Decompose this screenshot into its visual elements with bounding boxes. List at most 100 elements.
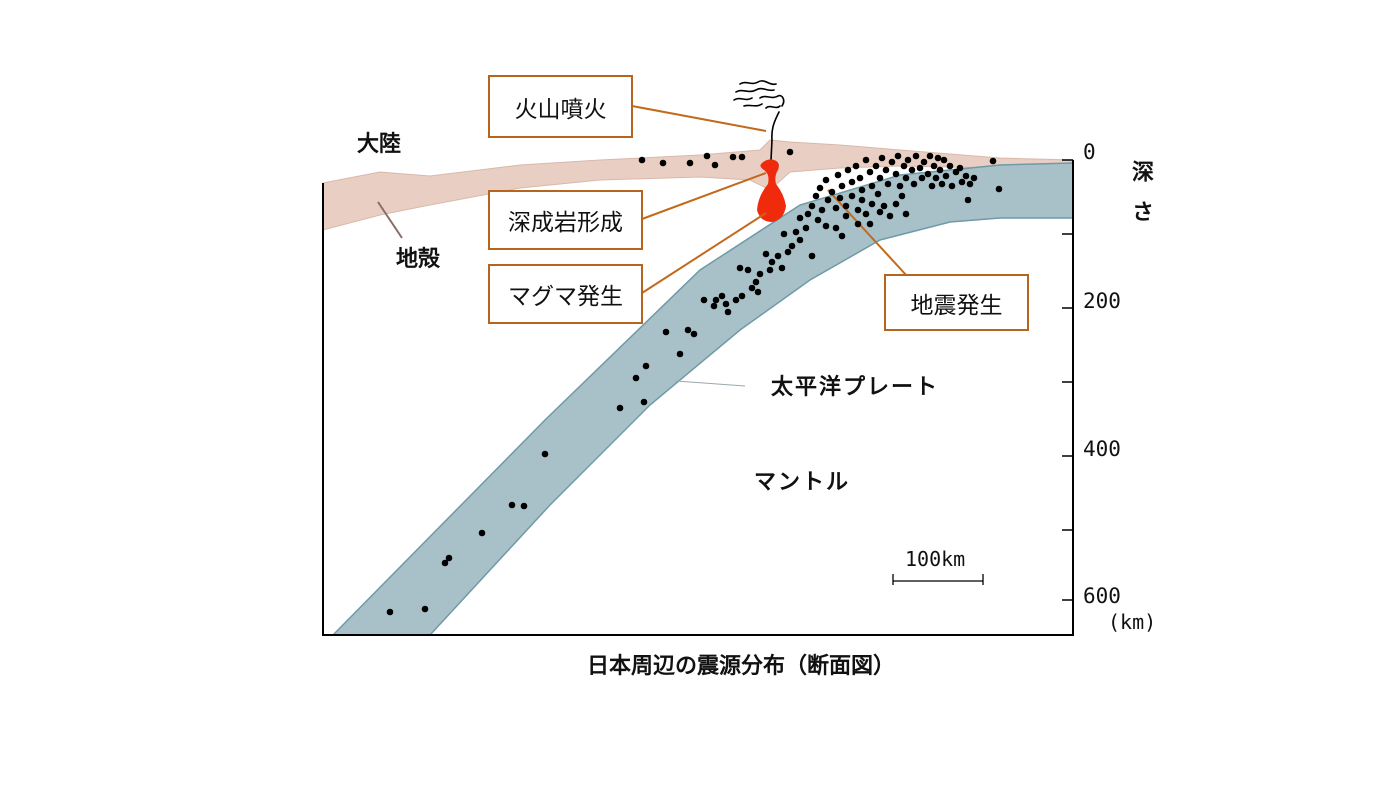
hypocenter-dot	[780, 230, 788, 238]
leader-magma	[641, 212, 767, 294]
hypocenter-dot	[952, 168, 960, 176]
hypocenter-dot	[662, 328, 670, 336]
leader-earthquake	[827, 189, 908, 277]
hypocenter-dot	[844, 166, 852, 174]
tick-label-0: 0	[1083, 140, 1096, 164]
hypocenter-dot	[766, 266, 774, 274]
hypocenter-dot	[848, 192, 856, 200]
diagram-title: 日本周辺の震源分布（断面図）	[587, 654, 896, 679]
hypocenter-dot	[876, 208, 884, 216]
crust-pointer	[377, 201, 403, 239]
hypocenter-dot	[822, 222, 830, 230]
hypocenter-dot	[842, 212, 850, 220]
hypocenter-dot	[934, 154, 942, 162]
hypocenter-dot	[910, 180, 918, 188]
hypocenter-dot	[832, 204, 840, 212]
hypocenter-dot	[818, 206, 826, 214]
earthquake-hypocenters	[386, 148, 1003, 616]
hypocenter-dot	[386, 608, 394, 616]
hypocenter-dot	[874, 190, 882, 198]
hypocenter-dot	[916, 164, 924, 172]
hypocenter-dot	[886, 212, 894, 220]
hypocenter-dot	[862, 210, 870, 218]
callout-magma: マグマ発生	[488, 264, 643, 324]
hypocenter-dot	[616, 404, 624, 412]
hypocenter-dot	[508, 501, 516, 509]
hypocenter-dot	[912, 152, 920, 160]
plate-label: 太平洋プレート	[771, 375, 940, 400]
scale-bar-label: 100km	[905, 547, 966, 571]
hypocenter-dot	[690, 330, 698, 338]
hypocenter-dot	[784, 248, 792, 256]
hypocenter-dot	[703, 152, 711, 160]
hypocenter-dot	[828, 188, 836, 196]
hypocenter-dot	[936, 166, 944, 174]
hypocenter-dot	[956, 164, 964, 172]
hypocenter-dot	[854, 220, 862, 228]
hypocenter-dot	[816, 184, 824, 192]
hypocenter-dot	[632, 374, 640, 382]
hypocenter-dot	[892, 200, 900, 208]
depth-unit-label: (km)	[1108, 610, 1157, 634]
mantle-label: マントル	[754, 470, 851, 495]
hypocenter-dot	[938, 180, 946, 188]
hypocenter-dot	[930, 162, 938, 170]
hypocenter-dot	[862, 156, 870, 164]
hypocenter-dot	[962, 172, 970, 180]
hypocenter-dot	[880, 202, 888, 210]
hypocenter-dot	[541, 450, 549, 458]
hypocenter-dot	[640, 398, 648, 406]
hypocenter-dot	[868, 200, 876, 208]
hypocenter-dot	[732, 296, 740, 304]
hypocenter-dot	[520, 502, 528, 510]
hypocenter-dot	[724, 308, 732, 316]
hypocenter-dot	[710, 302, 718, 310]
hypocenter-dot	[878, 154, 886, 162]
hypocenter-dot	[804, 210, 812, 218]
hypocenter-dot	[686, 159, 694, 167]
hypocenter-dot	[744, 266, 752, 274]
hypocenter-dot	[445, 554, 453, 562]
hypocenter-dot	[926, 152, 934, 160]
depth-axis-ticks	[1062, 159, 1073, 601]
tick-label-600: 600	[1083, 584, 1121, 608]
hypocenter-dot	[838, 182, 846, 190]
hypocenter-dot	[882, 166, 890, 174]
hypocenter-dot	[898, 192, 906, 200]
hypocenter-dot	[824, 196, 832, 204]
hypocenter-dot	[856, 174, 864, 182]
hypocenter-dot	[796, 214, 804, 222]
hypocenter-dot	[808, 202, 816, 210]
hypocenter-dot	[942, 172, 950, 180]
callout-earthquake: 地震発生	[884, 274, 1029, 331]
hypocenter-dot	[946, 162, 954, 170]
smoke-plume-icon	[733, 80, 785, 141]
hypocenter-dot	[964, 196, 972, 204]
magma-body	[757, 159, 786, 222]
hypocenter-dot	[738, 292, 746, 300]
hypocenter-dot	[902, 174, 910, 182]
hypocenter-dot	[478, 529, 486, 537]
hypocenter-dot	[932, 174, 940, 182]
hypocenter-dot	[834, 171, 842, 179]
hypocenter-dot	[774, 252, 782, 260]
hypocenter-dot	[900, 162, 908, 170]
hypocenter-dot	[858, 186, 866, 194]
hypocenter-dot	[902, 210, 910, 218]
hypocenter-dot	[894, 152, 902, 160]
hypocenter-dot	[441, 559, 449, 567]
hypocenter-dot	[970, 174, 978, 182]
hypocenter-dot	[842, 202, 850, 210]
hypocenter-dot	[866, 168, 874, 176]
hypocenter-dot	[876, 174, 884, 182]
hypocenter-dot	[642, 362, 650, 370]
hypocenter-dot	[852, 162, 860, 170]
hypocenter-dot	[822, 176, 830, 184]
hypocenter-dot	[796, 236, 804, 244]
hypocenter-dot	[752, 278, 760, 286]
hypocenter-dot	[948, 182, 956, 190]
hypocenter-dot	[812, 192, 820, 200]
volcano-vent	[770, 139, 773, 161]
plate-pointer	[675, 380, 746, 387]
continent-label: 大陸	[357, 132, 402, 157]
